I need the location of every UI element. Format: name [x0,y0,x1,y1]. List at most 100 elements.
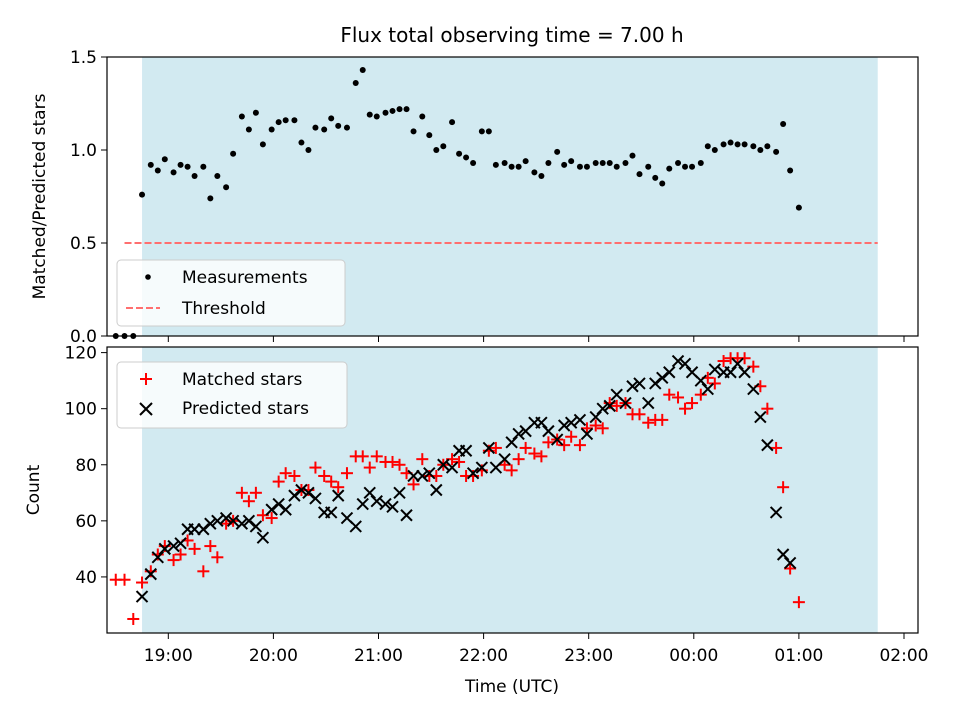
matched-point [512,453,525,466]
predicted-point [437,458,450,471]
measurement-point [291,117,298,124]
measurement-point [456,150,463,157]
bottom-y-axis-label: Count [24,464,44,515]
measurement-point [478,128,485,135]
predicted-point [226,514,240,528]
matched-point [127,612,140,625]
measurement-point [463,154,470,161]
predicted-point [482,441,496,455]
predicted-point [144,567,157,581]
predicted-point [423,466,436,480]
matched-point [589,419,602,432]
matched-point [672,391,685,404]
predicted-point [573,413,587,427]
matched-point [136,576,149,589]
predicted-point [783,556,797,570]
predicted-point [430,483,443,497]
measurement-point [419,113,426,120]
series-measurements [112,67,802,339]
predicted-point [174,537,187,550]
predicted-point [356,497,369,511]
measurement-point [697,160,704,167]
measurement-point [252,109,259,116]
measurement-point [675,160,682,167]
matched-point [318,469,331,482]
bottom-y-tick-label: 40 [75,568,97,588]
chart-title: Flux total observing time = 7.00 h [340,23,683,47]
predicted-point [603,399,616,413]
measurement-point [154,167,161,174]
predicted-point [219,511,233,525]
legend-measurements-label: Measurements [182,268,308,288]
measurement-point [554,148,561,155]
measurement-point [711,147,718,153]
legend-top: Measurements Threshold [116,259,346,327]
top-y-tick-label: 1.0 [70,141,97,161]
matched-point [332,481,345,494]
measurement-point [328,115,335,122]
matched-point [118,573,131,586]
predicted-point [211,514,224,528]
matched-point [235,486,248,499]
predicted-point [204,517,217,530]
measurement-point [382,109,389,116]
predicted-point [557,419,571,432]
legend-predicted-label: Predicted stars [182,399,309,419]
matched-point [738,352,751,365]
predicted-point [466,466,480,480]
measurement-point [470,160,477,167]
predicted-point [550,433,564,446]
x-tick-label: 23:00 [564,646,613,666]
measurement-point [720,141,727,148]
measurement-point [259,141,266,148]
measurement-point [645,163,652,170]
predicted-point [349,520,362,533]
matched-point [642,416,655,429]
matched-point [188,542,201,555]
matched-point [505,464,518,477]
measurement-point [741,141,748,148]
legend-measurements-marker [145,274,151,280]
measurement-point [531,169,538,176]
predicted-point [400,509,413,522]
predicted-point [249,520,263,533]
matched-point [356,450,369,463]
measurement-point [335,122,342,129]
predicted-point [596,402,609,415]
predicted-point [167,539,180,553]
x-tick-label: 00:00 [669,646,718,666]
predicted-point [708,363,722,376]
top-axes-frame [106,56,919,337]
matched-point [498,458,511,471]
x-tick-label: 21:00 [354,646,403,666]
measurement-point [403,106,410,113]
measurement-point [666,165,673,172]
matched-point [573,439,586,452]
predicted-point [761,438,774,452]
measurement-point [161,156,168,163]
measurement-point [177,161,184,168]
predicted-point [701,382,715,396]
predicted-point [325,506,338,519]
measurement-point [449,119,456,126]
measurement-point [568,158,575,165]
top-y-tick-label: 1.5 [70,48,97,68]
matched-point [784,562,797,575]
predicted-point [158,542,172,556]
measurement-point [410,128,417,135]
matched-point [167,554,180,567]
measurement-point [787,167,794,174]
predicted-point [498,452,511,466]
measurement-point [223,184,230,191]
matched-point [370,450,383,463]
matched-point [633,408,646,421]
predicted-point [747,382,760,396]
predicted-point [135,590,149,603]
predicted-point [626,380,639,393]
measurement-point [200,163,207,170]
predicted-point [754,410,767,424]
measurement-point [433,147,440,153]
matched-point [777,481,790,494]
matched-point [197,565,210,578]
measurement-point [727,139,734,146]
